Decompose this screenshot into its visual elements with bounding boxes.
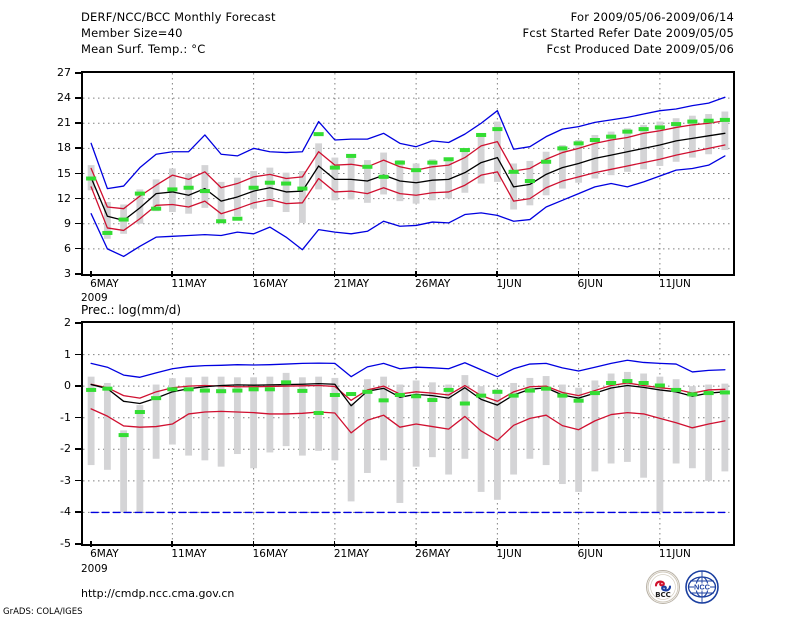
x-tick-label: 6MAY <box>90 278 119 290</box>
x-tick-label: 6MAY <box>90 548 119 560</box>
x-tick-mark <box>658 541 661 547</box>
y-tick-mark <box>75 147 81 149</box>
precipitation-axis-label: Prec.: log(mm/d) <box>81 303 182 317</box>
y-tick-label: -2 <box>60 442 71 456</box>
ncc-logo-caption: NCC <box>694 583 711 592</box>
header-started-date: Fcst Started Refer Date 2009/05/05 <box>522 26 734 40</box>
y-tick-mark <box>75 511 81 513</box>
x-tick-mark <box>333 271 336 277</box>
y-tick-label: -4 <box>60 505 71 519</box>
y-tick-mark <box>75 97 81 99</box>
y-tick-mark <box>75 222 81 225</box>
y-tick-label: -3 <box>60 473 71 487</box>
x-tick-label: 26MAY <box>415 548 451 560</box>
x-tick-label: 26MAY <box>415 278 451 290</box>
x-tick-label: 21MAY <box>333 278 370 290</box>
y-tick-mark <box>75 416 81 419</box>
x-tick-label: 11JUN <box>658 278 691 290</box>
y-tick-mark <box>75 448 81 450</box>
y-tick-label: -1 <box>60 410 71 424</box>
precipitation-plot <box>81 321 735 546</box>
footer-url[interactable]: http://cmdp.ncc.cma.gov.cn <box>81 587 235 600</box>
x-tick-label: 1JUN <box>496 278 522 290</box>
y-tick-label: 1 <box>64 347 71 361</box>
x-tick-label: 16MAY <box>252 548 288 560</box>
header-variable: Mean Surf. Temp.: °C <box>81 42 206 56</box>
y-tick-label: 12 <box>57 191 71 205</box>
x-tick-mark <box>171 541 173 547</box>
y-tick-mark <box>75 197 81 200</box>
x-tick-mark <box>415 541 417 547</box>
header-title: DERF/NCC/BCC Monthly Forecast <box>81 10 276 24</box>
x-tick-mark <box>577 541 580 547</box>
x-tick-mark <box>496 541 498 547</box>
y-tick-label: 24 <box>57 91 71 105</box>
y-tick-label: 9 <box>64 216 71 230</box>
y-tick-label: -5 <box>60 537 71 550</box>
y-tick-mark <box>75 122 81 124</box>
bcc-logo: BCC <box>646 570 680 604</box>
x-tick-mark <box>252 541 255 547</box>
y-tick-mark <box>75 172 81 174</box>
y-tick-label: 2 <box>64 316 71 329</box>
bcc-logo-caption: BCC <box>655 591 671 599</box>
header-produced-date: Fcst Produced Date 2009/05/06 <box>546 42 734 56</box>
y-tick-mark <box>75 72 81 74</box>
x-tick-mark <box>333 541 336 547</box>
x-tick-mark <box>658 271 661 277</box>
x-tick-mark <box>171 271 173 277</box>
x-axis-year-bottom: 2009 <box>81 563 108 575</box>
x-tick-label: 11JUN <box>658 548 691 560</box>
x-tick-label: 11MAY <box>171 278 207 290</box>
x-tick-mark <box>496 271 498 277</box>
y-tick-mark <box>75 385 81 387</box>
y-tick-label: 3 <box>64 267 71 280</box>
temperature-plot <box>81 71 735 276</box>
y-tick-mark <box>75 479 81 482</box>
y-tick-label: 15 <box>57 166 71 180</box>
x-tick-mark <box>252 271 255 277</box>
y-tick-mark <box>75 353 81 356</box>
footer-credit: GrADS: COLA/IGES <box>3 607 83 617</box>
y-tick-label: 18 <box>57 141 71 155</box>
y-tick-label: 6 <box>64 241 71 255</box>
y-tick-label: 0 <box>64 379 71 393</box>
x-tick-label: 11MAY <box>171 548 207 560</box>
x-tick-mark <box>90 271 92 277</box>
y-tick-mark <box>75 247 81 250</box>
ncc-logo: NCC <box>685 570 719 604</box>
x-tick-mark <box>90 541 92 547</box>
y-tick-label: 27 <box>57 66 71 79</box>
x-tick-label: 16MAY <box>252 278 288 290</box>
x-tick-mark <box>415 271 417 277</box>
header-member-size: Member Size=40 <box>81 26 183 40</box>
y-tick-mark <box>75 273 81 275</box>
x-tick-label: 1JUN <box>496 548 522 560</box>
x-tick-mark <box>577 271 580 277</box>
y-tick-mark <box>75 543 81 545</box>
x-axis-year-top: 2009 <box>81 292 108 304</box>
header-period: For 2009/05/06-2009/06/14 <box>570 10 734 24</box>
x-tick-label: 21MAY <box>333 548 370 560</box>
x-tick-label: 6JUN <box>577 548 603 560</box>
x-tick-label: 6JUN <box>577 278 603 290</box>
y-tick-label: 21 <box>57 116 71 130</box>
y-tick-mark <box>75 322 81 324</box>
